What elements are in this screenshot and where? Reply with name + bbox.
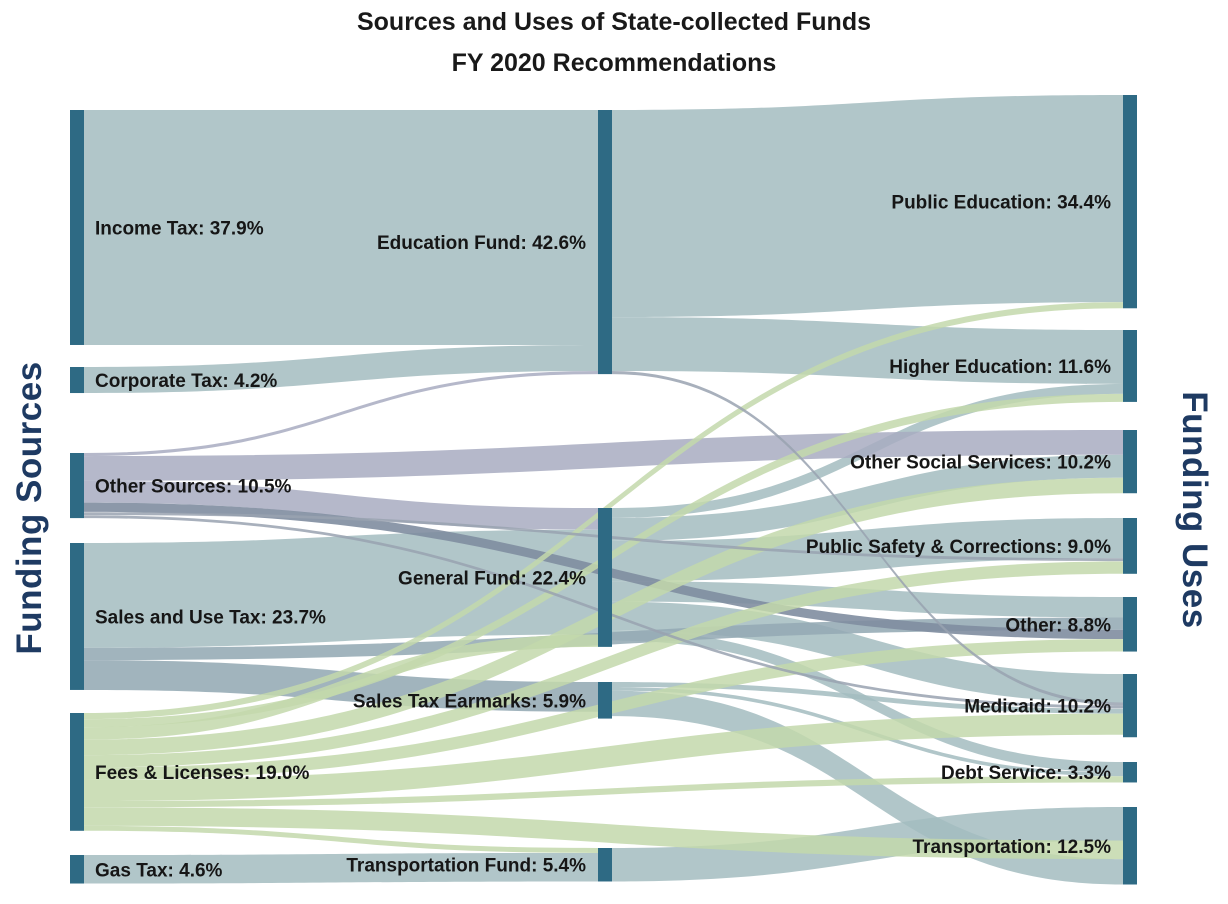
flow-sales_tax_earmarks-to-transportation	[612, 690, 1123, 885]
node-bar-income_tax	[70, 110, 84, 345]
node-label-sales_tax_earmarks: Sales Tax Earmarks: 5.9%	[353, 691, 586, 712]
flow-other_sources-to-education_fund	[84, 371, 598, 457]
node-label-education_fund: Education Fund: 42.6%	[377, 233, 586, 254]
node-bar-education_fund	[598, 110, 612, 375]
chart-title-line1: Sources and Uses of State-collected Fund…	[356, 8, 871, 36]
node-bar-transportation_fund	[598, 848, 612, 882]
node-label-transportation: Transportation: 12.5%	[913, 837, 1112, 858]
node-label-public_safety: Public Safety & Corrections: 9.0%	[806, 537, 1111, 558]
node-bar-public_safety	[1123, 518, 1137, 574]
flow-other_sources-to-general_fund	[84, 480, 598, 530]
node-bar-sales_use_tax	[70, 543, 84, 690]
flow-fees_licenses-to-transportation_fund	[84, 825, 598, 853]
flow-sales_tax_earmarks-to-medicaid	[612, 682, 1123, 714]
node-label-sales_use_tax: Sales and Use Tax: 23.7%	[95, 607, 326, 628]
flow-fees_licenses-to-general_fund	[84, 634, 598, 740]
flow-other_sources-to-other_social_services	[84, 430, 1123, 481]
flow-fees_licenses-to-transportation	[84, 807, 1123, 860]
node-label-income_tax: Income Tax: 37.9%	[95, 218, 264, 239]
flow-sales_use_tax-to-general_fund	[84, 529, 598, 648]
flow-general_fund-to-other_social_services	[612, 454, 1123, 541]
flow-income_tax-to-education_fund	[84, 110, 598, 345]
node-label-corporate_tax: Corporate Tax: 4.2%	[95, 371, 277, 392]
node-label-public_education: Public Education: 34.4%	[891, 193, 1111, 214]
node-label-gas_tax: Gas Tax: 4.6%	[95, 860, 223, 881]
flow-general_fund-to-other	[612, 581, 1123, 618]
node-bar-higher_education	[1123, 330, 1137, 402]
node-bar-sales_tax_earmarks	[598, 682, 612, 719]
flow-general_fund-to-public_safety	[612, 518, 1123, 582]
node-bar-other	[1123, 597, 1137, 652]
node-label-transportation_fund: Transportation Fund: 5.4%	[346, 856, 586, 877]
flow-corporate_tax-to-education_fund	[84, 344, 598, 394]
node-label-other_social_services: Other Social Services: 10.2%	[850, 453, 1111, 474]
node-label-other_sources: Other Sources: 10.5%	[95, 477, 292, 498]
flow-gas_tax-to-transportation_fund	[84, 852, 598, 884]
node-bar-debt_service	[1123, 762, 1137, 783]
node-bar-corporate_tax	[70, 367, 84, 394]
flow-education_fund-to-medicaid	[612, 371, 1123, 706]
node-bar-transportation	[1123, 807, 1137, 885]
flow-education_fund-to-higher_education	[612, 317, 1123, 384]
flow-education_fund-to-public_education	[612, 95, 1123, 318]
node-label-other: Other: 8.8%	[1005, 615, 1111, 636]
chart-title-line2: FY 2020 Recommendations	[451, 48, 777, 77]
node-bar-public_education	[1123, 95, 1137, 309]
node-bar-other_sources	[70, 453, 84, 519]
flow-fees_licenses-to-medicaid	[84, 713, 1123, 802]
flow-fees_licenses-to-debt_service	[84, 776, 1123, 808]
right-axis-title: Funding Uses	[1175, 391, 1214, 629]
node-label-higher_education: Higher Education: 11.6%	[889, 357, 1111, 378]
node-bar-gas_tax	[70, 855, 84, 884]
node-label-fees_licenses: Fees & Licenses: 19.0%	[95, 763, 309, 784]
node-label-debt_service: Debt Service: 3.3%	[941, 763, 1111, 784]
chart-title: Sources and Uses of State-collected Fund…	[0, 2, 1228, 83]
node-bar-general_fund	[598, 508, 612, 647]
node-bar-medicaid	[1123, 674, 1137, 738]
flow-fees_licenses-to-public_safety	[84, 561, 1123, 768]
left-axis-title: Funding Sources	[10, 361, 49, 655]
node-bar-fees_licenses	[70, 713, 84, 831]
node-label-general_fund: General Fund: 22.4%	[398, 568, 586, 589]
flow-general_fund-to-debt_service	[612, 630, 1123, 773]
node-label-medicaid: Medicaid: 10.2%	[964, 697, 1111, 718]
node-bar-other_social_services	[1123, 430, 1137, 494]
